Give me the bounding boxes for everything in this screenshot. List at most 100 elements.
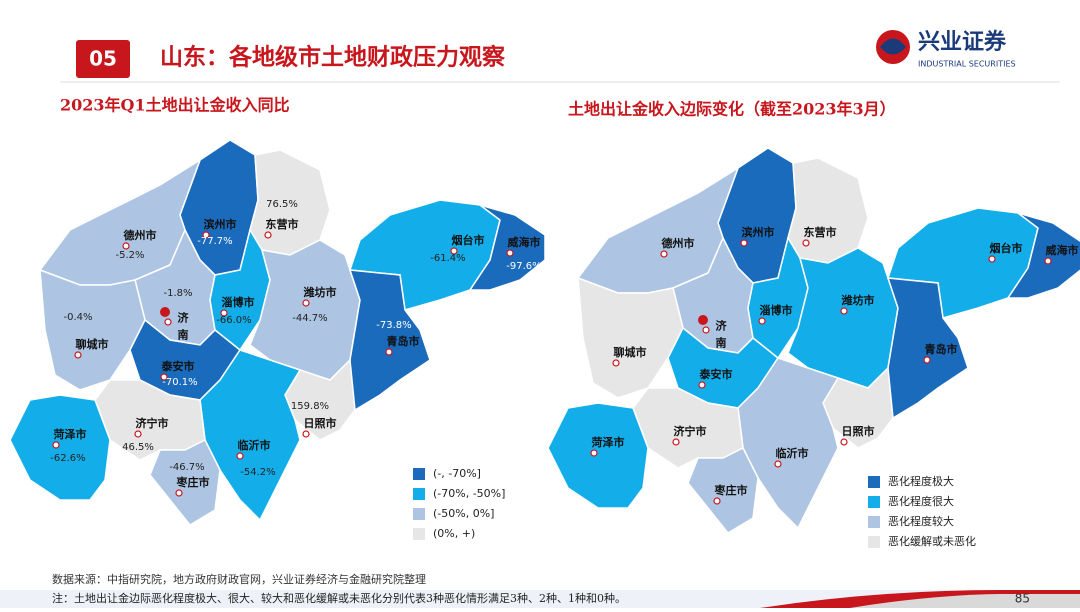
capital-marker [698, 315, 708, 325]
left-map-title: 2023年Q1土地出让金收入同比 [60, 96, 290, 115]
city-marker [450, 247, 458, 255]
region [1006, 212, 1080, 299]
left-map: 滨州市-77.7%东营市76.5%德州市-5.2%济南市-1.8%聊城市-0.4… [9, 139, 546, 540]
region-name: 东营市 [804, 225, 837, 239]
region [687, 446, 759, 534]
region-value: 46.5% [122, 442, 154, 453]
city-marker [590, 449, 598, 457]
legend-swatch [868, 476, 880, 488]
region-name: 青岛市 [387, 334, 420, 348]
region-name: 聊城市 [76, 337, 109, 351]
legend-swatch [413, 528, 425, 540]
city-marker [302, 430, 310, 438]
legend-swatch [413, 468, 425, 480]
city-marker [264, 231, 272, 239]
badge [76, 40, 130, 78]
slide-title: 山东：各地级市土地财政压力观察 [160, 44, 506, 71]
region-value: -1.8% [163, 288, 192, 299]
legend-label: (-, -70%] [433, 467, 481, 480]
city-marker [923, 356, 931, 364]
city-marker [134, 430, 142, 438]
city-marker [702, 326, 710, 334]
region-value: -0.4% [63, 312, 92, 323]
city-marker [122, 242, 130, 250]
city-marker [672, 438, 680, 446]
region-name: 济宁市 [136, 416, 169, 430]
legend-label: (-70%, -50%] [433, 487, 505, 500]
region-name: 济宁市 [674, 424, 707, 438]
region-name: 德州市 [123, 228, 157, 242]
city-marker [840, 307, 848, 315]
page-number: 85 [1015, 592, 1030, 606]
city-marker [74, 351, 82, 359]
region-name: 青岛市 [925, 342, 958, 356]
capital-marker [160, 307, 170, 317]
region-value: -97.6% [506, 261, 541, 272]
region-name: 淄博市 [760, 303, 793, 317]
city-marker [164, 318, 172, 326]
region-name: 枣庄市 [714, 483, 748, 497]
city-marker [506, 249, 514, 257]
legend-label: 恶化缓解或未恶化 [888, 534, 976, 548]
region-name: 滨州市 [204, 217, 237, 231]
region-name: 潍坊市 [304, 285, 337, 299]
city-marker [160, 373, 168, 381]
city-marker [988, 255, 996, 263]
region-name: 东营市 [266, 217, 299, 231]
note: 注：土地出让金边际恶化程度极大、很大、较大和恶化缓解或未恶化分别代表3种恶化情形… [52, 591, 626, 605]
region [199, 349, 302, 522]
region-name: 临沂市 [238, 438, 271, 452]
region-name: 临沂市 [776, 446, 809, 460]
legend-swatch [868, 496, 880, 508]
region-name: 淄博市 [222, 295, 255, 309]
region-name: 日照市 [304, 416, 337, 430]
source: 数据来源：中指研究院，地方政府财政官网，兴业证券经济与金融研究院整理 [52, 572, 426, 586]
region-name: 聊城市 [614, 345, 647, 359]
city-marker [236, 452, 244, 460]
region-name: 滨州市 [742, 225, 775, 239]
city-marker [175, 489, 183, 497]
region-value: 159.8% [291, 401, 329, 412]
city-marker [202, 231, 210, 239]
region-name: 菏泽市 [592, 435, 625, 449]
city-marker [385, 348, 393, 356]
legend-label: (0%, +) [433, 527, 475, 540]
city-marker [52, 441, 60, 449]
logo-en: INDUSTRIAL SECURITIES [918, 60, 1016, 69]
region-value: -46.7% [169, 462, 204, 473]
badge-text: 05 [89, 47, 117, 71]
region-value: 76.5% [266, 199, 298, 210]
city-marker [612, 359, 620, 367]
legend-label: 恶化程度较大 [888, 514, 954, 528]
region-name: 德州市 [661, 236, 695, 250]
city-marker [713, 497, 721, 505]
footer-swoosh-gray [850, 594, 1080, 608]
region [9, 394, 111, 501]
region-value: -70.1% [162, 377, 197, 388]
region-name: 潍坊市 [842, 293, 875, 307]
region [149, 438, 221, 526]
region-name: 日照市 [842, 424, 875, 438]
region [737, 357, 840, 530]
city-marker [220, 309, 228, 317]
region-name: 烟台市 [452, 233, 485, 247]
region-value: -62.6% [50, 453, 85, 464]
region [547, 402, 649, 509]
legend-label: 恶化程度极大 [888, 474, 954, 488]
region-name: 泰安市 [699, 367, 733, 381]
region-value: -66.0% [216, 315, 251, 326]
region-name: 烟台市 [990, 241, 1023, 255]
legend-label: 恶化程度很大 [888, 494, 954, 508]
region-value: -77.7% [197, 236, 232, 247]
region-value: -5.2% [115, 250, 144, 261]
region-name: 菏泽市 [54, 427, 87, 441]
legend-swatch [868, 536, 880, 548]
region-value: -54.2% [240, 467, 275, 478]
city-marker [302, 299, 310, 307]
legend-swatch [413, 508, 425, 520]
city-marker [660, 250, 668, 258]
city-marker [698, 381, 706, 389]
city-marker [758, 317, 766, 325]
